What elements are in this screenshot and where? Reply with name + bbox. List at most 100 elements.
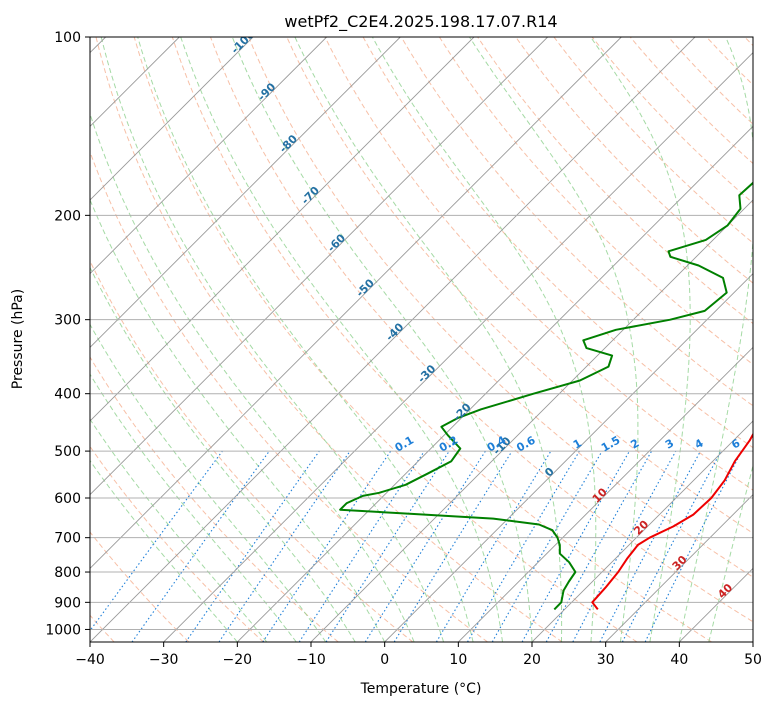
- moist-adiabat: [708, 464, 753, 642]
- y-tick-label: 100: [54, 30, 81, 46]
- x-axis: −40 −30 −20 −10 0 10 20 30 40 50: [75, 642, 762, 668]
- moist-adiabat: [590, 37, 691, 642]
- moist-adiabat: [180, 37, 503, 642]
- mixing-ratio-line: [262, 450, 392, 642]
- y-tick-label: 700: [54, 531, 81, 547]
- y-tick-label: 500: [54, 444, 81, 460]
- moist-adiabat-label: -30: [415, 362, 438, 385]
- dry-adiabat: [362, 37, 753, 449]
- moist-adiabat: [90, 373, 297, 642]
- x-tick-label: 40: [670, 652, 688, 668]
- x-tick-label: 0: [380, 652, 389, 668]
- moist-adiabat-label: -80: [277, 132, 300, 155]
- isotherm-line: [90, 37, 622, 569]
- isotherm-line: [90, 37, 475, 422]
- x-tick-label: −20: [223, 652, 253, 668]
- dry-adiabat: [324, 37, 753, 491]
- dry-adiabat: [210, 37, 753, 623]
- moist-adiabat: [90, 198, 386, 642]
- y-axis-label: Pressure (hPa): [10, 289, 26, 389]
- mixing-ratio-line: [218, 450, 351, 642]
- dry-adiabat: [248, 37, 753, 578]
- mixing-ratio-line: [325, 450, 450, 642]
- moist-adiabat: [90, 266, 356, 642]
- moist-adiabat: [90, 459, 238, 642]
- dry-adiabat: [90, 259, 414, 642]
- isotherm-label: 40: [715, 581, 735, 601]
- isotherm-label: 30: [670, 553, 690, 573]
- mixing-ratio-line: [435, 450, 552, 642]
- x-tick-label: 30: [597, 652, 615, 668]
- isotherm-line: [90, 37, 548, 496]
- isotherm-line: [679, 567, 753, 642]
- dry-adiabat: [515, 37, 753, 284]
- y-tick-label: 900: [54, 595, 81, 611]
- y-tick-label: 300: [54, 313, 81, 329]
- moist-adiabat: [100, 37, 445, 642]
- mixing-ratio-label: 8: [755, 437, 768, 452]
- isotherm-line: [310, 199, 753, 642]
- dry-adiabat: [171, 37, 712, 642]
- moist-adiabat: [90, 418, 268, 642]
- x-tick-label: 10: [449, 652, 467, 668]
- isotherm-line: [90, 37, 696, 642]
- dry-adiabat: [477, 37, 753, 325]
- mixing-ratio-line: [572, 450, 677, 642]
- dry-adiabat: [438, 37, 753, 366]
- mixing-ratio-line: [644, 450, 743, 642]
- y-tick-label: 1000: [45, 622, 81, 638]
- mixing-ratio-line: [467, 450, 580, 642]
- dry-adiabat: [90, 531, 190, 642]
- dry-adiabat: [133, 37, 638, 642]
- y-tick-label: 200: [54, 208, 81, 224]
- isotherm-line: [163, 52, 753, 642]
- mixing-ratio-line: [90, 450, 223, 632]
- x-tick-label: −30: [149, 652, 179, 668]
- isotherm-line: [458, 346, 753, 642]
- mixing-ratio-label: 3: [663, 437, 676, 452]
- mixing-ratio-line: [393, 450, 513, 642]
- isotherm-line: [237, 125, 753, 642]
- moist-adiabat-label: -70: [299, 184, 322, 207]
- mixing-ratio-line: [298, 450, 425, 642]
- isotherm-line: [384, 273, 753, 642]
- x-tick-label: −10: [296, 652, 326, 668]
- dry-adiabat: [668, 37, 753, 125]
- isotherm-label: 20: [631, 517, 651, 537]
- isotherm-line: [605, 494, 753, 642]
- moist-adiabat-label: -50: [354, 276, 377, 299]
- chart-title: wetPf2_C2E4.2025.198.17.07.R14: [284, 12, 557, 32]
- moist-adiabat: [678, 37, 753, 642]
- moist-adiabat: [90, 323, 327, 642]
- x-tick-label: −40: [75, 652, 105, 668]
- moist-adiabat-label: -100: [229, 28, 258, 57]
- x-tick-label: 50: [744, 652, 762, 668]
- dry-adiabat: [400, 37, 753, 407]
- y-tick-label: 600: [54, 491, 81, 507]
- mixing-ratio-line: [185, 450, 320, 642]
- sounding-profiles: [339, 181, 753, 611]
- isotherm-line: [752, 641, 753, 642]
- isotherm-line: [531, 420, 753, 642]
- plot-frame: [89, 36, 754, 643]
- moist-adiabat: [137, 37, 474, 642]
- x-axis-label: Temperature (°C): [360, 681, 482, 697]
- mixing-ratio-line: [599, 450, 701, 642]
- isotherm-line: [90, 37, 254, 201]
- dewpoint-line: [339, 181, 753, 611]
- x-tick-label: 20: [523, 652, 541, 668]
- temperature-line: [591, 432, 753, 611]
- dry-adiabat: [744, 37, 753, 47]
- dry-adiabat: [591, 37, 753, 204]
- moist-adiabat: [371, 37, 597, 642]
- moist-adiabat: [231, 37, 533, 642]
- moist-adiabat-label: -90: [255, 80, 278, 103]
- mixing-ratio-line: [545, 450, 653, 642]
- y-axis: 100 200 300 400 500 600 700 800 900 1000: [45, 30, 90, 638]
- dry-adiabat: [90, 445, 264, 642]
- mixing-ratio-line: [521, 450, 630, 642]
- moist-adiabat-label: -60: [325, 231, 348, 254]
- dry-adiabat: [95, 37, 563, 642]
- moist-adiabat: [90, 112, 415, 642]
